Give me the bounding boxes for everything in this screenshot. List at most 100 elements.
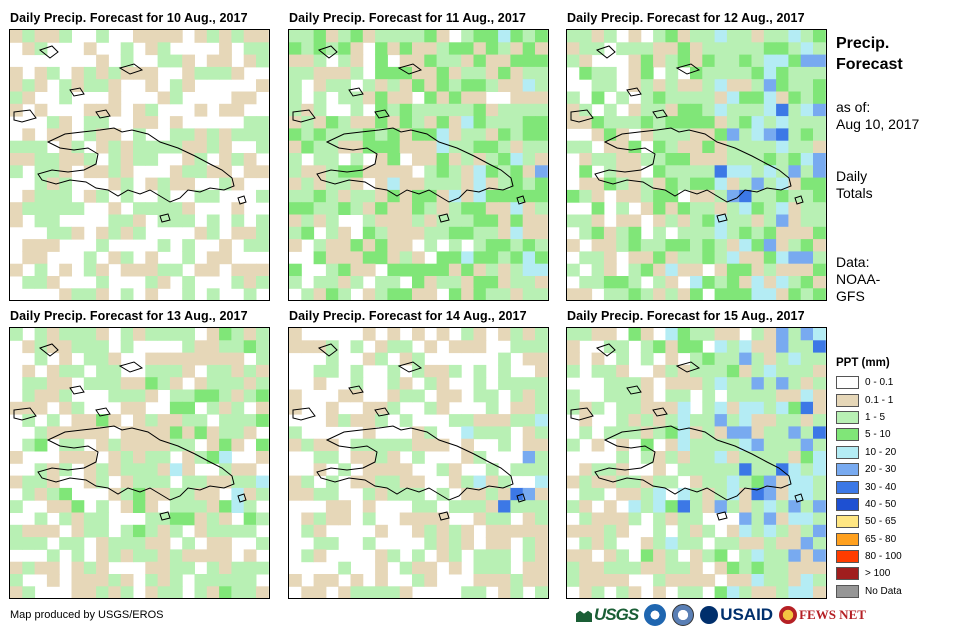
precip-cell: [522, 401, 536, 415]
precip-cell: [301, 487, 315, 501]
precip-cell: [424, 524, 438, 538]
precip-cell: [313, 451, 327, 464]
island-outline: [675, 63, 701, 75]
precip-cell: [665, 401, 679, 415]
precip-cell: [169, 561, 183, 575]
precip-cell: [387, 475, 401, 489]
precip-cell: [436, 377, 450, 390]
precip-cell: [219, 512, 232, 526]
precip-cell: [813, 189, 826, 203]
precip-cell: [424, 66, 438, 80]
precip-cell: [206, 340, 220, 354]
precip-cell: [399, 352, 413, 366]
precip-cell: [776, 276, 789, 289]
precip-cell: [243, 377, 257, 390]
precip-cell: [591, 263, 605, 277]
precip-cell: [751, 364, 765, 378]
precip-cell: [387, 66, 401, 80]
precip-cell: [726, 66, 740, 80]
fewsnet-seal-icon: [779, 606, 798, 624]
precip-cell: [412, 103, 425, 117]
precip-cell: [813, 537, 826, 550]
precip-cell: [739, 66, 752, 80]
precip-cell: [751, 512, 765, 526]
precip-cell: [412, 42, 425, 56]
precip-cell: [567, 389, 580, 403]
precip-cell: [473, 475, 487, 489]
precip-cell: [498, 426, 511, 440]
precip-cell: [71, 561, 85, 575]
precip-cell: [535, 288, 548, 300]
precip-cell: [628, 165, 642, 179]
as-of-date: Aug 10, 2017: [836, 116, 920, 132]
precip-cell: [788, 91, 802, 105]
precip-cell: [522, 561, 536, 575]
precip-cell: [169, 549, 183, 563]
precip-cell: [350, 42, 364, 56]
precip-cell: [133, 226, 146, 240]
precip-cell: [461, 537, 474, 550]
precip-cell: [219, 500, 232, 513]
precip-cell: [628, 414, 642, 427]
precip-cell: [726, 537, 740, 550]
precip-cell: [788, 426, 802, 440]
precip-cell: [579, 537, 593, 550]
precip-cell: [763, 189, 777, 203]
precip-cell: [677, 42, 691, 56]
precip-cell: [71, 153, 85, 166]
precip-cell: [739, 42, 752, 56]
precip-cell: [498, 574, 511, 587]
precip-cell: [776, 79, 789, 92]
precip-cell: [375, 54, 388, 68]
precip-cell: [59, 79, 72, 92]
precip-cell: [788, 364, 802, 378]
precip-cell: [739, 389, 752, 403]
precip-cell: [256, 352, 269, 366]
precip-cell: [628, 475, 642, 489]
precip-cell: [46, 66, 60, 80]
precip-cell: [350, 165, 364, 179]
precip-cell: [256, 401, 269, 415]
precip-cell: [59, 30, 72, 43]
precip-cell: [498, 66, 511, 80]
precip-cell: [813, 500, 826, 513]
precip-cell: [231, 352, 245, 366]
precip-cell: [535, 128, 548, 142]
precip-cell: [10, 475, 23, 489]
precip-cell: [522, 500, 536, 513]
precip-cell: [628, 487, 642, 501]
precip-cell: [653, 116, 666, 129]
precip-cell: [813, 451, 826, 464]
island-outline: [13, 407, 37, 421]
precip-cell: [640, 42, 654, 56]
precip-cell: [510, 389, 524, 403]
precip-cell: [338, 42, 351, 56]
precip-cell: [375, 30, 388, 43]
precip-cell: [788, 140, 802, 154]
precip-cell: [243, 500, 257, 513]
precip-cell: [473, 251, 487, 265]
precip-cell: [522, 537, 536, 550]
precip-cell: [788, 401, 802, 415]
precip-cell: [412, 214, 425, 228]
precip-cell: [579, 226, 593, 240]
precip-cell: [301, 475, 315, 489]
precip-cell: [412, 153, 425, 166]
precip-cell: [399, 79, 413, 92]
precip-cell: [776, 500, 789, 513]
precip-cell: [788, 177, 802, 191]
precip-cell: [325, 414, 339, 427]
precip-cell: [350, 451, 364, 464]
precip-cell: [800, 537, 814, 550]
precip-cell: [10, 91, 23, 105]
legend-label: 65 - 80: [865, 533, 897, 545]
precip-cell: [535, 401, 548, 415]
precip-cell: [579, 426, 593, 440]
precip-cell: [726, 574, 740, 587]
precip-cell: [498, 276, 511, 289]
precip-cell: [133, 438, 146, 452]
precip-grid: [289, 328, 548, 598]
precip-cell: [616, 586, 629, 598]
precip-cell: [219, 328, 232, 341]
precip-cell: [219, 414, 232, 427]
